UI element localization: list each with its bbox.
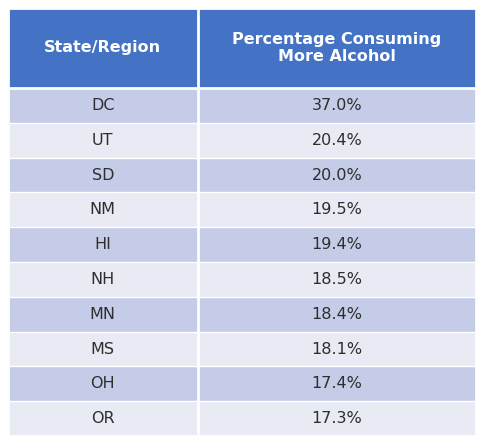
Text: DC: DC — [91, 98, 115, 113]
Text: 17.4%: 17.4% — [311, 377, 362, 391]
Bar — [197, 332, 476, 366]
Bar — [8, 192, 197, 227]
Bar — [197, 158, 476, 192]
Bar — [8, 88, 197, 123]
Text: MN: MN — [90, 307, 116, 322]
Bar — [197, 401, 476, 436]
Text: 18.1%: 18.1% — [311, 341, 363, 357]
Text: HI: HI — [94, 237, 111, 252]
Text: 37.0%: 37.0% — [312, 98, 362, 113]
Text: OH: OH — [91, 377, 115, 391]
Bar — [197, 262, 476, 297]
Bar — [197, 8, 476, 88]
Bar — [197, 123, 476, 158]
Text: 19.4%: 19.4% — [311, 237, 362, 252]
Bar — [197, 227, 476, 262]
Text: 20.4%: 20.4% — [311, 133, 362, 148]
Text: 20.0%: 20.0% — [311, 167, 362, 182]
Text: MS: MS — [91, 341, 115, 357]
Text: OR: OR — [91, 411, 115, 426]
Bar — [197, 297, 476, 332]
Bar — [8, 158, 197, 192]
Bar — [197, 192, 476, 227]
Bar — [197, 366, 476, 401]
Text: 19.5%: 19.5% — [311, 202, 362, 217]
Bar — [8, 332, 197, 366]
Bar — [8, 8, 197, 88]
Bar — [8, 123, 197, 158]
Text: UT: UT — [92, 133, 114, 148]
Text: SD: SD — [91, 167, 114, 182]
Text: NM: NM — [90, 202, 116, 217]
Bar — [8, 297, 197, 332]
Text: Percentage Consuming
More Alcohol: Percentage Consuming More Alcohol — [232, 32, 441, 64]
Text: 17.3%: 17.3% — [311, 411, 362, 426]
Text: NH: NH — [91, 272, 115, 287]
Text: 18.5%: 18.5% — [311, 272, 362, 287]
Bar — [8, 401, 197, 436]
Bar — [197, 88, 476, 123]
Text: 18.4%: 18.4% — [311, 307, 362, 322]
Bar — [8, 227, 197, 262]
Bar — [8, 366, 197, 401]
Bar — [8, 262, 197, 297]
Text: State/Region: State/Region — [44, 40, 161, 56]
